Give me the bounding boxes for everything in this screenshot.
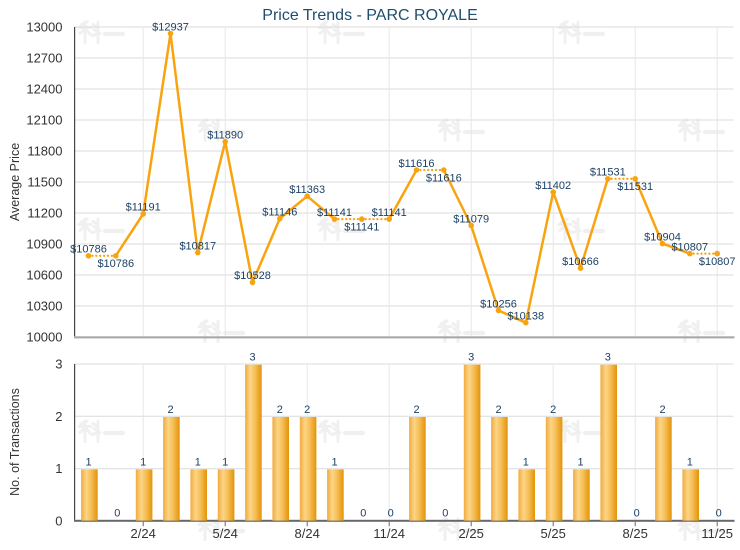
svg-text:8/24: 8/24 [295, 526, 320, 541]
svg-text:$10138: $10138 [507, 311, 544, 323]
svg-text:2: 2 [277, 404, 283, 416]
svg-text:$11402: $11402 [535, 180, 571, 192]
svg-text:$11616: $11616 [399, 158, 435, 170]
svg-text:$11146: $11146 [262, 206, 297, 218]
svg-text:2: 2 [413, 404, 419, 416]
svg-text:2: 2 [304, 404, 310, 416]
svg-text:5/25: 5/25 [541, 526, 566, 541]
svg-text:10000: 10000 [26, 330, 62, 345]
svg-text:1: 1 [331, 456, 337, 468]
svg-text:$10817: $10817 [179, 240, 216, 252]
svg-text:2: 2 [167, 404, 173, 416]
svg-text:10300: 10300 [26, 299, 62, 314]
svg-text:1: 1 [55, 461, 62, 476]
svg-text:$10786: $10786 [97, 258, 134, 270]
svg-text:$11141: $11141 [317, 207, 352, 219]
svg-text:12100: 12100 [26, 113, 62, 128]
svg-text:0: 0 [114, 508, 120, 520]
svg-text:$10807: $10807 [671, 241, 708, 253]
svg-text:3: 3 [249, 352, 255, 364]
svg-text:Average Price: Average Price [8, 143, 22, 221]
svg-text:$11616: $11616 [426, 172, 462, 184]
svg-text:0: 0 [442, 508, 448, 520]
svg-text:1: 1 [140, 456, 146, 468]
svg-text:0: 0 [716, 508, 722, 520]
svg-text:$10666: $10666 [562, 256, 599, 268]
svg-text:No. of Transactions: No. of Transactions [8, 388, 22, 496]
svg-text:11500: 11500 [27, 175, 62, 190]
svg-text:Price Trends - PARC ROYALE: Price Trends - PARC ROYALE [262, 7, 477, 24]
svg-text:10600: 10600 [26, 268, 62, 283]
svg-text:2: 2 [659, 404, 665, 416]
svg-text:$11191: $11191 [126, 202, 161, 214]
svg-text:1: 1 [195, 456, 201, 468]
svg-text:1: 1 [85, 456, 91, 468]
svg-text:2: 2 [495, 404, 501, 416]
svg-text:2: 2 [55, 409, 62, 424]
svg-text:1: 1 [577, 456, 583, 468]
svg-text:10900: 10900 [26, 237, 62, 252]
svg-text:5/24: 5/24 [213, 526, 238, 541]
svg-text:3: 3 [605, 352, 611, 364]
svg-text:13000: 13000 [26, 20, 62, 35]
svg-text:0: 0 [634, 508, 640, 520]
svg-text:12700: 12700 [26, 51, 62, 66]
svg-text:1: 1 [687, 456, 693, 468]
svg-text:0: 0 [55, 514, 62, 529]
svg-text:$10807: $10807 [699, 256, 736, 268]
svg-text:2: 2 [550, 404, 556, 416]
svg-text:$10786: $10786 [70, 244, 107, 256]
svg-text:$11079: $11079 [453, 213, 489, 225]
svg-text:$11531: $11531 [617, 181, 653, 193]
svg-text:$11141: $11141 [344, 222, 379, 234]
svg-text:$12937: $12937 [152, 21, 189, 33]
svg-text:1: 1 [523, 456, 529, 468]
svg-text:11/25: 11/25 [701, 526, 733, 541]
svg-text:12400: 12400 [26, 82, 62, 97]
svg-text:$11890: $11890 [207, 130, 243, 142]
svg-text:11200: 11200 [27, 206, 62, 221]
svg-text:11800: 11800 [27, 144, 62, 159]
svg-text:$11531: $11531 [590, 167, 626, 179]
svg-text:2/24: 2/24 [131, 526, 156, 541]
svg-text:3: 3 [468, 352, 474, 364]
svg-text:1: 1 [222, 456, 228, 468]
svg-text:$10904: $10904 [644, 231, 681, 243]
svg-text:3: 3 [55, 357, 62, 372]
svg-text:8/25: 8/25 [623, 526, 648, 541]
svg-text:$11363: $11363 [289, 184, 325, 196]
svg-text:$11141: $11141 [372, 207, 407, 219]
svg-text:0: 0 [388, 508, 394, 520]
svg-text:0: 0 [360, 508, 366, 520]
svg-text:11/24: 11/24 [373, 526, 405, 541]
svg-text:$10528: $10528 [234, 270, 271, 282]
svg-text:$10256: $10256 [480, 298, 517, 310]
svg-text:2/25: 2/25 [459, 526, 484, 541]
